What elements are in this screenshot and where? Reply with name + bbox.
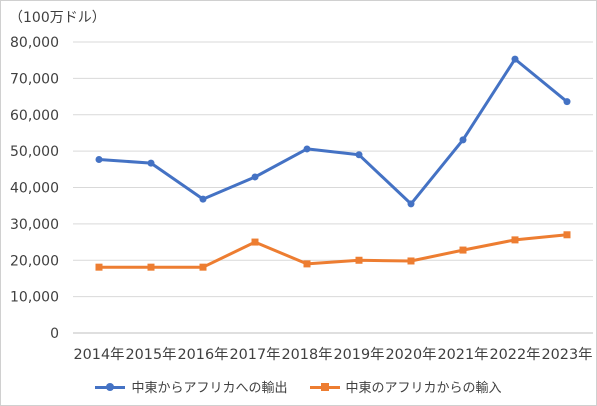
- legend-item-imports: 中東のアフリカからの輸入: [309, 377, 502, 396]
- legend-swatch-exports: [95, 381, 126, 393]
- data-point-1: [199, 263, 207, 271]
- x-tick-label: 2022年: [490, 347, 541, 363]
- data-point-0: [199, 195, 207, 203]
- y-tick-label: 60,000: [10, 108, 59, 124]
- x-tick-label: 2019年: [334, 347, 385, 363]
- data-point-0: [511, 55, 519, 63]
- data-point-1: [407, 257, 415, 265]
- x-tick-label: 2014年: [74, 347, 125, 363]
- y-tick-label: 10,000: [10, 290, 59, 306]
- legend-label-imports: 中東のアフリカからの輸入: [345, 381, 502, 396]
- data-point-0: [147, 159, 155, 167]
- data-point-0: [355, 151, 363, 159]
- data-point-0: [251, 173, 259, 181]
- y-tick-label: 30,000: [10, 217, 59, 233]
- y-tick-label: 70,000: [10, 71, 59, 87]
- data-point-0: [563, 98, 571, 106]
- x-tick-label: 2018年: [282, 347, 333, 363]
- y-axis-unit-label: （100万ドル）: [9, 10, 106, 26]
- data-point-1: [511, 236, 519, 244]
- y-tick-label: 40,000: [10, 181, 59, 197]
- data-point-1: [563, 231, 571, 239]
- data-point-0: [95, 155, 103, 163]
- x-tick-label: 2016年: [178, 347, 229, 363]
- x-tick-label: 2015年: [126, 347, 177, 363]
- y-tick-label: 80,000: [10, 35, 59, 51]
- data-point-1: [303, 260, 311, 268]
- data-point-1: [251, 238, 259, 246]
- x-tick-label: 2021年: [438, 347, 489, 363]
- data-point-1: [355, 256, 363, 264]
- data-point-1: [147, 263, 155, 271]
- x-tick-label: 2020年: [386, 347, 437, 363]
- data-point-1: [95, 263, 103, 271]
- data-point-0: [303, 145, 311, 153]
- x-tick-label: 2023年: [542, 347, 593, 363]
- series-line-0: [98, 57, 568, 206]
- legend-item-exports: 中東からアフリカへの輸出: [95, 377, 288, 396]
- data-point-0: [407, 200, 415, 208]
- y-tick-label: 20,000: [10, 253, 59, 269]
- data-point-0: [459, 136, 467, 144]
- y-tick-label: 50,000: [10, 144, 59, 160]
- data-point-1: [459, 246, 467, 254]
- x-tick-label: 2017年: [230, 347, 281, 363]
- series-line-1: [99, 233, 568, 269]
- legend-label-exports: 中東からアフリカへの輸出: [131, 381, 288, 396]
- legend-swatch-imports: [309, 381, 340, 393]
- y-tick-label: 0: [50, 326, 59, 342]
- legend: 中東からアフリカへの輸出 中東のアフリカからの輸入: [1, 377, 596, 396]
